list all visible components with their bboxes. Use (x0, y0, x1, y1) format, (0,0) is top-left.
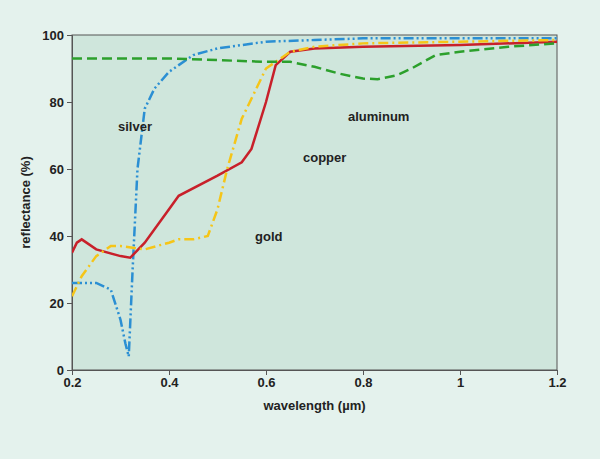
tick-label: 40 (50, 229, 64, 244)
tick: 20 (50, 296, 72, 311)
chart: 0.2 0.4 0.6 0.8 1 1.2 0 20 40 60 80 100 wavelength (… (0, 0, 600, 459)
plot: 0.2 0.4 0.6 0.8 1 1.2 0 20 40 60 80 100 (42, 28, 566, 391)
x-axis: 0.2 0.4 0.6 0.8 1 1.2 (63, 370, 566, 390)
tick-label: 100 (42, 28, 64, 43)
tick: 1.2 (548, 370, 566, 390)
tick-mark (67, 303, 72, 304)
tick: 80 (50, 95, 72, 110)
tick-label: 1.2 (548, 375, 566, 390)
series-label: silver (118, 119, 152, 134)
plot-frame (72, 35, 557, 370)
tick: 0.6 (257, 370, 275, 390)
line (72, 43, 557, 79)
tick-label: 0.2 (63, 375, 81, 390)
series-label: aluminum (348, 109, 409, 124)
x-axis-title: wavelength (µm) (262, 398, 365, 413)
y-axis-title: reflectance (%) (18, 156, 33, 248)
axis-line (73, 371, 558, 376)
tick-mark (67, 169, 72, 170)
line (72, 42, 557, 258)
line (72, 40, 557, 296)
tick-mark (67, 102, 72, 103)
tick: 60 (50, 162, 72, 177)
tick-mark (67, 370, 72, 371)
tick-mark (67, 236, 72, 237)
tick-label: 0.8 (354, 375, 372, 390)
tick-label: 60 (50, 162, 64, 177)
tick: 1 (457, 370, 464, 390)
tick-label: 0.4 (160, 375, 179, 390)
series-label: copper (303, 150, 346, 165)
tick-mark (67, 35, 72, 36)
lines (72, 38, 557, 356)
tick: 0.4 (160, 370, 179, 390)
tick-label: 0 (57, 363, 64, 378)
tick: 0.8 (354, 370, 372, 390)
tick: 40 (50, 229, 72, 244)
series-label: gold (255, 229, 282, 244)
y-axis: 0 20 40 60 80 100 (42, 28, 72, 378)
axis-line (67, 36, 73, 371)
tick: 0 (57, 363, 72, 378)
line (72, 38, 557, 356)
tick-label: 1 (457, 375, 464, 390)
tick-label: 0.6 (257, 375, 275, 390)
tick-label: 80 (50, 95, 64, 110)
tick-label: 20 (50, 296, 64, 311)
tick: 100 (42, 28, 72, 43)
tick: 0.2 (63, 370, 81, 390)
